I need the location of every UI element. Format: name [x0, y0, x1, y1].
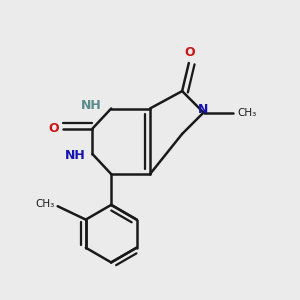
Text: CH₃: CH₃	[36, 199, 55, 208]
Text: O: O	[48, 122, 59, 135]
Text: NH: NH	[81, 99, 102, 112]
Text: N: N	[198, 103, 209, 116]
Text: CH₃: CH₃	[237, 107, 256, 118]
Text: O: O	[185, 46, 196, 59]
Text: NH: NH	[65, 149, 86, 162]
